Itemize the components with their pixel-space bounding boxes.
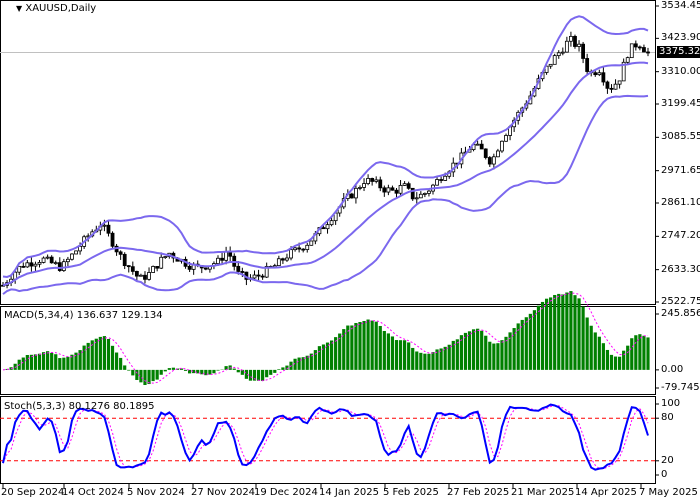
price-tick: 3534.45 bbox=[661, 0, 700, 11]
price-tick: 2861.10 bbox=[661, 197, 700, 208]
price-tick: 3085.55 bbox=[661, 131, 700, 143]
time-tick: 14 Apr 2025 bbox=[575, 487, 637, 498]
time-tick: 20 Sep 2024 bbox=[1, 487, 65, 498]
time-tick: 27 Feb 2025 bbox=[447, 487, 510, 498]
symbol-title: ▼ XAUUSD,Daily bbox=[16, 3, 97, 14]
time-tick: 21 Mar 2025 bbox=[511, 487, 575, 498]
time-tick: 19 Dec 2024 bbox=[254, 487, 318, 498]
dropdown-triangle-icon[interactable]: ▼ bbox=[16, 4, 23, 13]
time-tick: 27 Nov 2024 bbox=[191, 487, 256, 498]
candles bbox=[1, 31, 650, 289]
macd-tick: 0.00 bbox=[661, 363, 684, 375]
stoch-tick: 80 bbox=[661, 412, 674, 424]
macd-label: MACD(5,34,4) 136.637 129.134 bbox=[4, 310, 163, 321]
current-price-tag: 3375.32 bbox=[657, 46, 700, 58]
price-tick: 3310.00 bbox=[661, 65, 700, 77]
price-tick: 3199.45 bbox=[661, 98, 700, 109]
price-tick: 2633.30 bbox=[661, 263, 700, 275]
macd-tick: -79.745 bbox=[661, 382, 700, 393]
stoch-label: Stoch(5,3,3) 80.1276 80.1895 bbox=[4, 401, 155, 412]
time-tick: 14 Oct 2024 bbox=[62, 487, 124, 498]
time-tick: 14 Jan 2025 bbox=[319, 487, 379, 498]
price-tick: 2522.75 bbox=[661, 296, 700, 307]
stoch-tick: 100 bbox=[661, 398, 681, 409]
time-tick: 7 May 2025 bbox=[639, 487, 698, 498]
time-tick: 5 Nov 2024 bbox=[127, 487, 185, 498]
price-tick: 2971.65 bbox=[661, 164, 700, 176]
stoch-tick: 20 bbox=[661, 454, 674, 466]
macd-tick: 245.856 bbox=[661, 308, 700, 319]
price-tick: 2747.20 bbox=[661, 230, 700, 242]
price-tick: 3423.90 bbox=[661, 32, 700, 44]
stoch-tick: 0 bbox=[661, 469, 668, 480]
time-tick: 5 Feb 2025 bbox=[383, 487, 439, 498]
macd-histogram bbox=[5, 291, 650, 386]
